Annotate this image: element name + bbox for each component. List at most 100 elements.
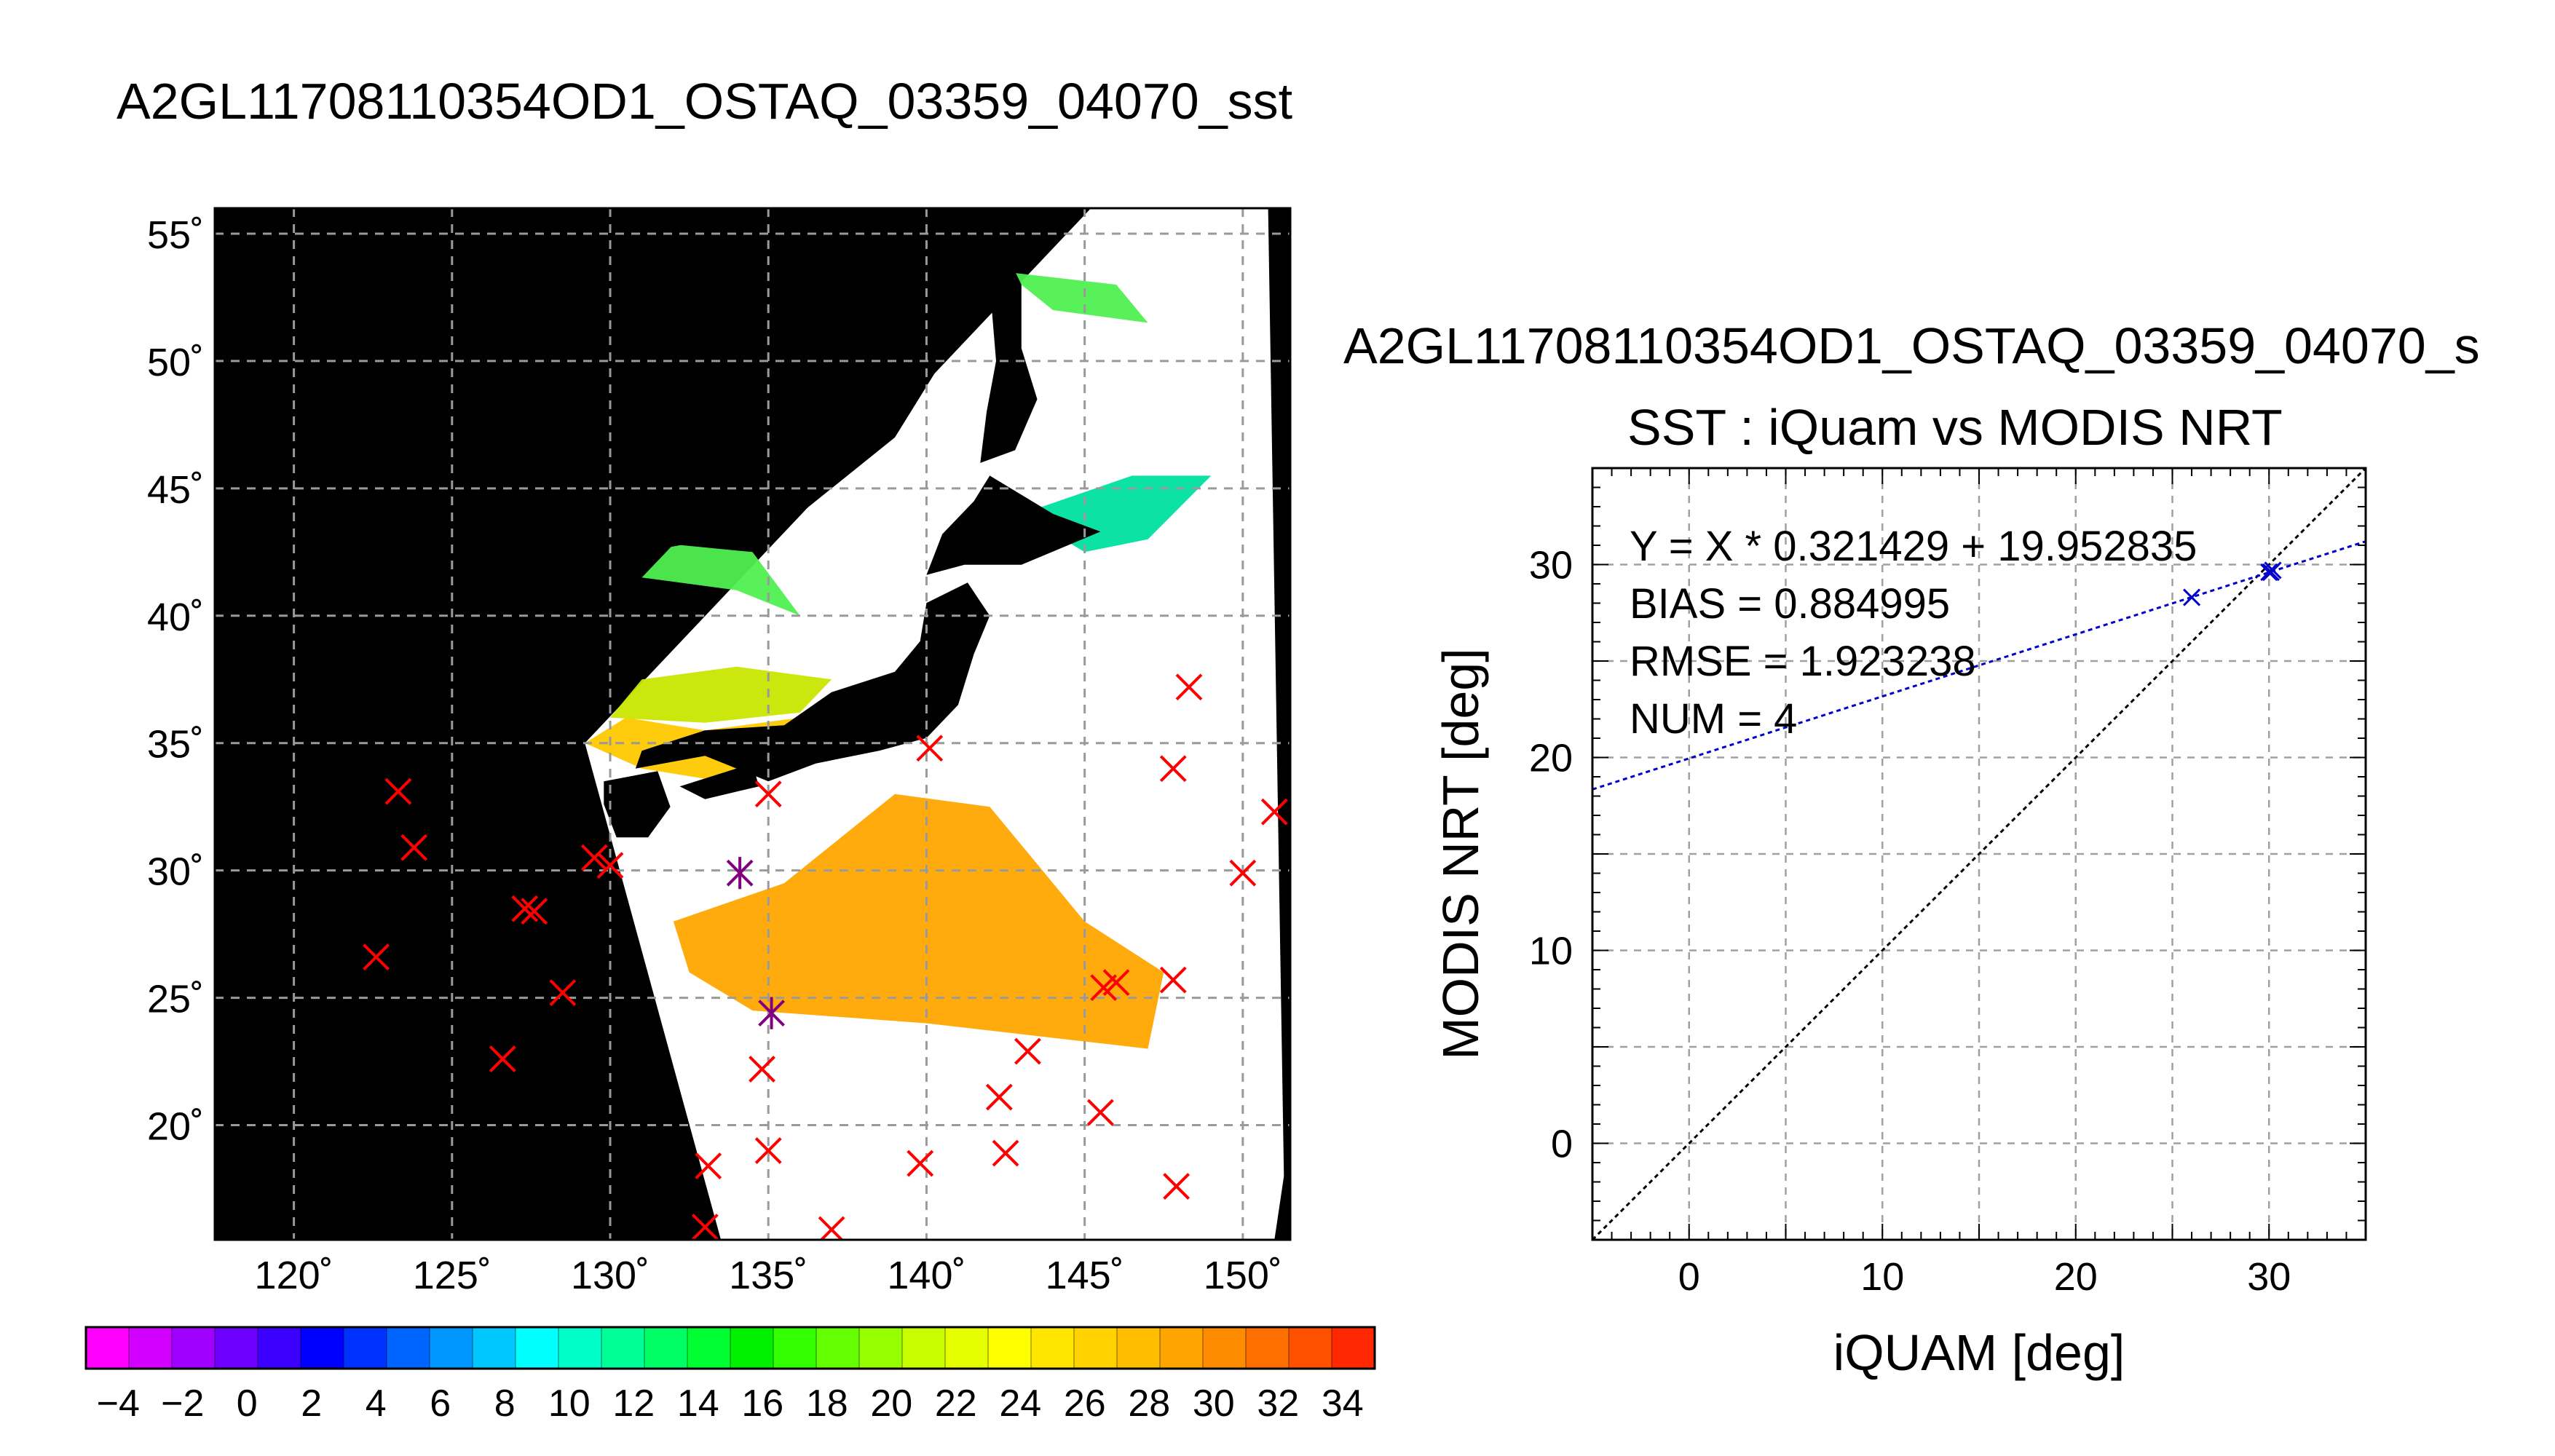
land-honshu [635,582,990,782]
marker-stroke [992,1139,1019,1167]
colorbar-tick-label: −2 [161,1382,204,1425]
colorbar-tick-label: 4 [366,1382,387,1425]
map-marker [1086,1099,1114,1126]
map-marker [1229,859,1257,887]
marker-stroke [489,1045,516,1073]
map-marker [363,943,390,971]
map-lat-tick-label: 25˚ [147,978,204,1021]
marker-stroke [1175,673,1203,701]
land-kyushu [604,771,671,838]
colorbar-tick-label: −4 [97,1382,140,1425]
colorbar-tick-label: 30 [1193,1382,1235,1425]
colorbar-segment [172,1327,216,1369]
scatter-y-tick-label: 30 [1529,544,1573,587]
one-to-one-line [1592,468,2366,1240]
marker-stroke [1159,966,1187,994]
map-lon-tick-label: 130˚ [571,1254,649,1297]
colorbar-tick-label: 18 [806,1382,848,1425]
colorbar-tick-label: 10 [548,1382,591,1425]
sst-region-okhotsk [1006,272,1148,323]
scatter-x-tick-label: 30 [2247,1255,2291,1299]
colorbar-tick-label: 0 [237,1382,258,1425]
map-marker [1159,755,1187,783]
colorbar-segment [430,1327,473,1369]
map-lat-tick-label: 55˚ [147,213,204,257]
map-marker [907,1150,934,1177]
colorbar-segment [773,1327,817,1369]
colorbar-segment [644,1327,688,1369]
map-marker [695,1152,722,1179]
marker-stroke [749,1056,775,1083]
colorbar-segment [215,1327,258,1369]
scatter-point [2264,561,2282,579]
colorbar-segment [86,1327,130,1369]
marker-stroke [691,1214,719,1240]
marker-stroke [1229,859,1257,887]
colorbar-tick-label: 24 [999,1382,1041,1425]
colorbar-segment [1074,1327,1118,1369]
point-stroke [2182,588,2201,606]
colorbar-segment [1160,1327,1204,1369]
marker-stroke [580,844,608,871]
map-marker [916,735,944,762]
stats-annotation: RMSE = 1.923238 [1630,638,1976,685]
stats-annotation: Y = X * 0.321429 + 19.952835 [1630,523,2197,570]
marker-stroke [596,852,624,879]
colorbar-segment [988,1327,1032,1369]
colorbar-segment [859,1327,903,1369]
colorbar-segment [902,1327,946,1369]
map-marker [1163,1173,1190,1200]
map-marker [1260,798,1288,826]
colorbar-segment [601,1327,645,1369]
scatter-file-title: A2GL11708110354OD1_OSTAQ_03359_04070_s [1343,317,2480,374]
marker-stroke [1159,755,1187,783]
scatter-x-axis-label: iQUAM [deg] [1833,1324,2125,1381]
land-shikoku [679,763,759,799]
map-marker [749,1056,775,1083]
marker-stroke [384,778,412,805]
map-marker [992,1139,1019,1167]
colorbar-tick-label: 6 [430,1382,451,1425]
marker-stroke [521,898,548,925]
scatter-plot-area [1592,468,2366,1240]
map-marker [549,979,577,1007]
colorbar-segment [516,1327,559,1369]
stats-annotation: BIAS = 0.884995 [1630,580,1950,628]
map-marker [384,778,412,805]
scatter-x-tick-label: 20 [2054,1255,2098,1299]
colorbar-segment [344,1327,387,1369]
marker-stroke [916,735,944,762]
map-marker [754,1137,782,1164]
marker-stroke [1260,798,1288,826]
sst-region-kuroshio-south [673,794,1164,1049]
scatter-point [2260,563,2278,582]
map-lat-tick-label: 45˚ [147,468,204,512]
marker-stroke [819,1216,845,1240]
colorbar-segment [1117,1327,1161,1369]
map-lat-tick-label: 40˚ [147,596,204,639]
marker-stroke [1014,1037,1041,1065]
marker-stroke [754,1137,782,1164]
map-lon-tick-label: 125˚ [413,1254,491,1297]
map-lat-tick-label: 30˚ [147,850,204,894]
colorbar-tick-label: 20 [870,1382,912,1425]
map-marker [1159,966,1187,994]
colorbar-segment [687,1327,731,1369]
colorbar-segment [301,1327,344,1369]
map-marker [580,844,608,871]
map-marker [985,1083,1013,1111]
map-marker [400,834,428,861]
marker-stroke [985,1083,1013,1111]
colorbar-segment [1289,1327,1332,1369]
map-marker [596,852,624,879]
colorbar-segment [1332,1327,1375,1369]
land-hokkaido [926,475,1101,575]
point-stroke [2260,563,2278,582]
map-marker [489,1045,516,1073]
scatter-y-axis-label: MODIS NRT [deg] [1432,648,1489,1059]
land-sakhalin [980,251,1038,463]
map-marker [1014,1037,1041,1065]
marker-stroke [1102,969,1130,997]
map-lat-tick-label: 50˚ [147,341,204,384]
colorbar-segment [816,1327,860,1369]
